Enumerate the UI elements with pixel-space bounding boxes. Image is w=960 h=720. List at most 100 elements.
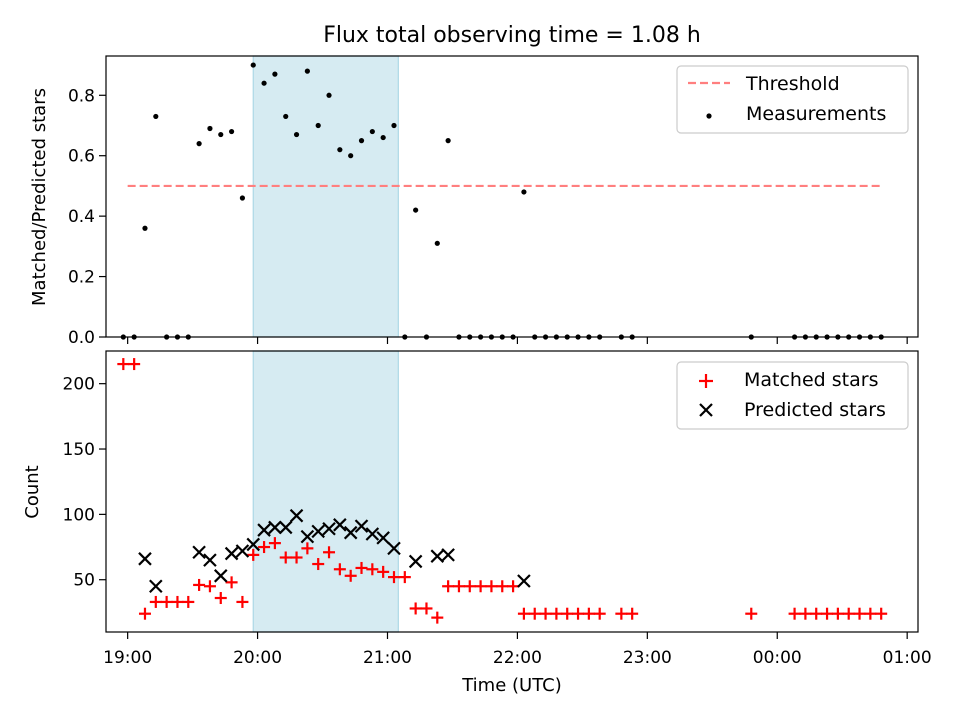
predicted-star-point: [343, 525, 358, 540]
predicted-star-point: [365, 527, 380, 541]
y-tick-label: 200: [63, 375, 95, 395]
x-tick-label: 20:00: [233, 648, 282, 668]
predicted-star-point: [441, 548, 455, 562]
matched-star-point: [431, 611, 444, 624]
y-tick-label: 0.2: [68, 268, 95, 288]
measurement-point: [521, 189, 527, 195]
measurement-point: [348, 153, 354, 159]
legend-predicted-label: Predicted stars: [744, 399, 886, 421]
matched-star-point: [593, 607, 606, 620]
matched-star-point: [171, 595, 184, 608]
matched-star-point: [420, 602, 433, 615]
bottom-panel: 50 100 150 200 19:00 20:00 21:00 22:00 23:00 00:0…: [22, 350, 932, 696]
predicted-star-point: [322, 521, 336, 536]
matched-star-point: [203, 580, 216, 593]
bottom-highlight-layer: [252, 350, 399, 633]
measurement-point: [228, 128, 235, 135]
predicted-star-point: [376, 531, 390, 545]
measurement-point: [272, 71, 278, 77]
predicted-star-point: [430, 549, 445, 563]
predicted-star-point: [289, 508, 304, 523]
predicted-star-point: [246, 537, 261, 552]
matched-star-point: [864, 607, 877, 620]
matched-star-point: [539, 607, 552, 620]
x-tick-label: 22:00: [493, 648, 542, 668]
matched-star-point: [138, 607, 151, 620]
predicted-star-point: [213, 569, 228, 583]
legend-measurements-label: Measurements: [746, 103, 886, 125]
predicted-star-point: [192, 545, 206, 560]
matched-star-point: [626, 607, 639, 620]
matched-star-point: [128, 358, 141, 371]
bottom-legend: Matched stars Predicted stars: [676, 361, 909, 430]
predicted-star-point: [311, 524, 325, 539]
matched-star-point: [312, 558, 325, 571]
matched-star-point: [452, 580, 465, 593]
predicted-star-point: [203, 553, 217, 567]
matched-star-point: [247, 548, 260, 561]
predicted-star-point: [257, 523, 271, 537]
top-ticks-layer: 0.0 0.2 0.4 0.6 0.8: [68, 86, 908, 348]
measurement-point: [250, 62, 256, 68]
matched-star-point: [377, 565, 390, 578]
predicted-star-point: [408, 554, 423, 569]
x-axis-label: Time (UTC): [461, 675, 562, 696]
matched-star-point: [831, 607, 844, 620]
matched-star-point: [810, 607, 823, 620]
legend-measurements-swatch: [706, 113, 712, 119]
predicted-star-point: [517, 574, 531, 588]
measurement-point: [293, 131, 300, 138]
measurement-point: [315, 122, 321, 129]
y-tick-label: 0.4: [68, 207, 95, 227]
matched-star-point: [323, 546, 336, 559]
matched-star-point: [279, 551, 292, 564]
matched-star-point: [474, 580, 487, 593]
measurement-point: [337, 147, 343, 153]
matched-star-point: [301, 542, 314, 555]
measurement-point: [326, 92, 332, 98]
chart-title: Flux total observing time = 1.08 h: [323, 23, 701, 48]
matched-star-point: [507, 580, 520, 593]
predicted-star-point: [300, 529, 315, 544]
matched-star-point: [409, 602, 422, 615]
matched-star-point: [853, 607, 866, 620]
matched-star-point: [344, 569, 357, 582]
measurement-point: [218, 131, 224, 138]
top-legend: Threshold Measurements: [676, 65, 909, 134]
matched-star-point: [268, 537, 281, 550]
predicted-star-point: [235, 544, 250, 558]
matched-star-point: [258, 541, 271, 554]
matched-star-point: [182, 595, 195, 608]
measurement-point: [261, 80, 267, 86]
measurement-point: [413, 207, 419, 213]
matched-star-point: [214, 592, 227, 605]
matched-star-point: [160, 595, 173, 608]
observing-span: [252, 55, 399, 338]
measurement-point: [142, 225, 148, 231]
predicted-star-point: [268, 520, 282, 535]
matched-star-point: [333, 563, 346, 576]
measurement-point: [369, 128, 375, 135]
matched-star-point: [236, 595, 249, 608]
top-highlight-layer: [252, 55, 399, 338]
legend-matched-label: Matched stars: [744, 369, 878, 391]
y-tick-label: 100: [63, 505, 95, 525]
measurement-point: [434, 240, 440, 246]
matched-star-point: [442, 580, 455, 593]
measurement-point: [380, 134, 386, 141]
x-tick-label: 21:00: [363, 648, 412, 668]
bottom-ticks-layer: 50 100 150 200 19:00 20:00 21:00 22:00 23:00 00:0…: [63, 375, 932, 668]
matched-star-point: [572, 607, 585, 620]
predicted-star-point: [224, 546, 239, 561]
matched-star-point: [821, 607, 834, 620]
measurement-point: [358, 138, 365, 144]
matched-star-point: [225, 576, 238, 589]
legend-matched-swatch: [699, 374, 713, 388]
measurement-point: [391, 122, 397, 129]
matched-star-point: [387, 571, 400, 584]
y-tick-label: 0.6: [68, 147, 95, 167]
matched-star-point: [117, 358, 130, 371]
measurement-point: [153, 113, 159, 120]
matched-star-point: [561, 607, 574, 620]
matched-star-point: [788, 607, 801, 620]
